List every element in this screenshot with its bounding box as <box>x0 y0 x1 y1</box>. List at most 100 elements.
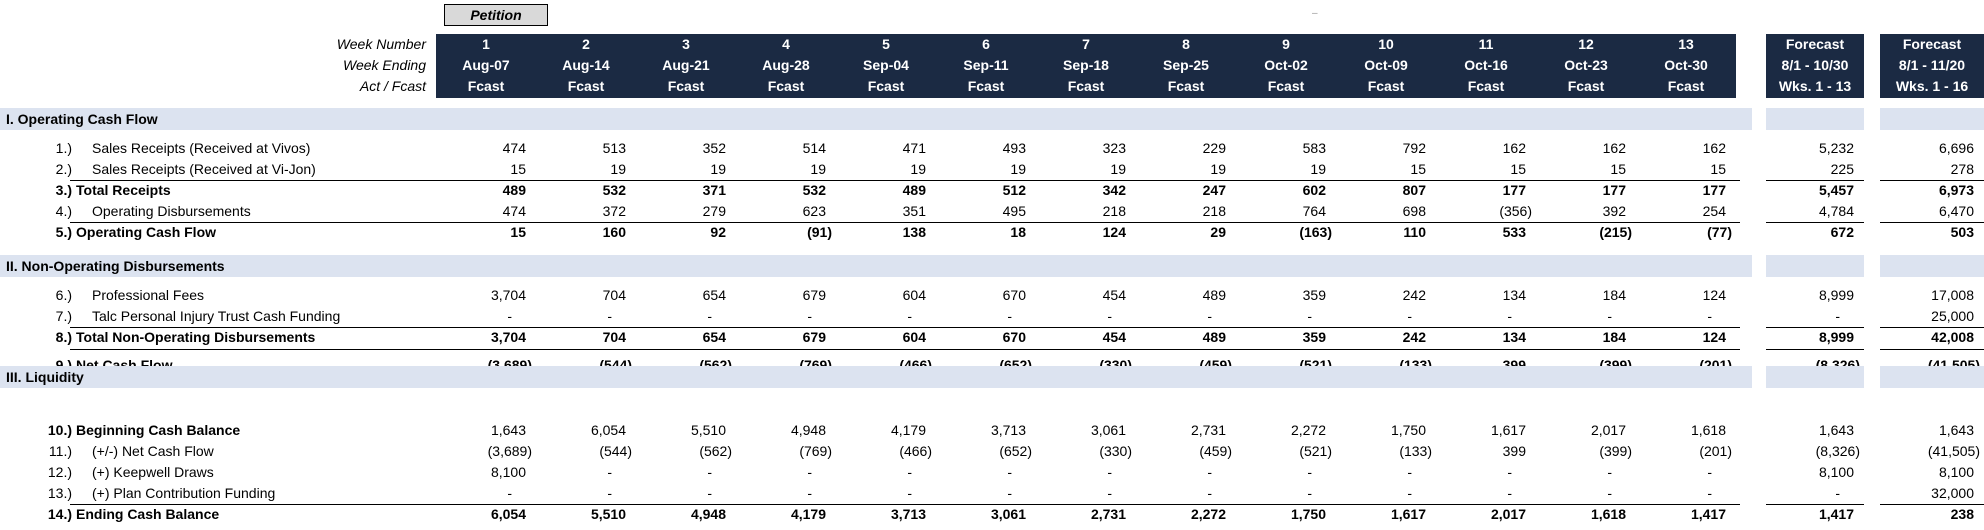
forecast-a-value: 4,784 <box>1818 203 1854 219</box>
week-value: - <box>1307 485 1312 501</box>
week-value: 2,017 <box>1590 422 1626 438</box>
header-label-2: Act / Fcast <box>359 78 426 94</box>
section-band <box>0 255 1752 277</box>
week-value: 19 <box>710 161 726 177</box>
week-value: - <box>1107 464 1112 480</box>
week-value: 532 <box>602 182 626 198</box>
row-number: 4.) <box>55 203 72 219</box>
section-band <box>0 108 1752 130</box>
forecast-b-value: (41,505) <box>1927 443 1980 459</box>
week-value: 160 <box>602 224 626 240</box>
week-value: 15 <box>1610 161 1626 177</box>
week-value: - <box>807 464 812 480</box>
week-type: Fcast <box>867 78 905 94</box>
week-value: 602 <box>1302 182 1326 198</box>
week-value: 4,948 <box>690 506 726 522</box>
header-band-weeks <box>436 34 1736 98</box>
forecast-a-value: 5,232 <box>1818 140 1854 156</box>
row-label: Total Receipts <box>76 182 171 198</box>
total-rule-forecast-a <box>1766 327 1864 328</box>
week-value: (521) <box>1299 443 1332 459</box>
week-number: 7 <box>1082 36 1090 52</box>
week-value: 3,061 <box>990 506 1026 522</box>
week-value: 489 <box>1202 329 1226 345</box>
week-value: 3,704 <box>490 329 526 345</box>
row-label: Sales Receipts (Received at Vi-Jon) <box>92 161 316 177</box>
week-value: 493 <box>1002 140 1026 156</box>
week-value: - <box>707 308 712 324</box>
week-value: 229 <box>1202 140 1226 156</box>
week-value: (466) <box>899 443 932 459</box>
week-value: - <box>1407 308 1412 324</box>
week-value: 532 <box>802 182 826 198</box>
week-type: Fcast <box>1667 78 1705 94</box>
week-value: 454 <box>1102 287 1126 303</box>
week-value: 15 <box>1410 161 1426 177</box>
week-value: 184 <box>1602 329 1626 345</box>
week-type: Fcast <box>1167 78 1205 94</box>
row-label: Ending Cash Balance <box>76 506 220 522</box>
week-value: 474 <box>502 203 526 219</box>
forecast-a-header: Forecast <box>1785 36 1845 52</box>
week-ending: Aug-28 <box>762 57 810 73</box>
week-value: 29 <box>1210 224 1226 240</box>
week-value: 604 <box>902 287 926 303</box>
week-value: - <box>1507 464 1512 480</box>
week-value: 242 <box>1402 329 1426 345</box>
week-value: - <box>1307 308 1312 324</box>
week-value: 533 <box>1502 224 1526 240</box>
row-number: 1.) <box>55 140 72 156</box>
row-label: Operating Disbursements <box>92 203 251 219</box>
week-number: 10 <box>1378 36 1394 52</box>
row-label: (+) Plan Contribution Funding <box>92 485 276 501</box>
week-value: 1,618 <box>1690 422 1726 438</box>
week-ending: Aug-14 <box>562 57 610 73</box>
week-value: 512 <box>1002 182 1026 198</box>
week-value: 471 <box>902 140 926 156</box>
row-label: Total Non-Operating Disbursements <box>76 329 316 345</box>
week-value: (77) <box>1707 224 1732 240</box>
week-value: 110 <box>1403 224 1426 240</box>
week-value: 218 <box>1102 203 1126 219</box>
section-band <box>0 366 1752 388</box>
week-value: 792 <box>1402 140 1426 156</box>
forecast-a-value: - <box>1835 308 1840 324</box>
week-value: - <box>1507 485 1512 501</box>
week-type: Fcast <box>1267 78 1305 94</box>
total-rule-forecast-b <box>1880 222 1984 223</box>
week-value: - <box>807 485 812 501</box>
header-label-1: Week Ending <box>342 57 426 73</box>
week-value: 218 <box>1202 203 1226 219</box>
total-rule <box>70 180 1740 181</box>
row-label: Beginning Cash Balance <box>76 422 241 438</box>
forecast-a-value: 8,100 <box>1818 464 1854 480</box>
week-value: 654 <box>702 329 726 345</box>
week-value: 184 <box>1602 287 1626 303</box>
row-number: 8.) <box>55 329 72 345</box>
forecast-b-value: 8,100 <box>1938 464 1974 480</box>
week-value: 19 <box>1310 161 1326 177</box>
week-value: 399 <box>1502 443 1526 459</box>
week-value: 670 <box>1002 329 1026 345</box>
week-value: - <box>607 464 612 480</box>
week-value: 247 <box>1202 182 1226 198</box>
section-band-forecast-a <box>1766 255 1864 277</box>
week-value: 704 <box>602 287 626 303</box>
week-ending: Sep-18 <box>1063 57 1109 73</box>
week-value: 4,948 <box>790 422 826 438</box>
week-value: - <box>907 308 912 324</box>
row-number: 13.) <box>47 485 72 501</box>
row-label: (+) Keepwell Draws <box>92 464 214 480</box>
forecast-b-header: Wks. 1 - 16 <box>1895 78 1969 94</box>
week-value: 807 <box>1402 182 1426 198</box>
week-value: (91) <box>807 224 832 240</box>
week-value: 359 <box>1302 287 1326 303</box>
week-value: 134 <box>1502 287 1526 303</box>
week-value: 177 <box>1602 182 1626 198</box>
week-value: 6,054 <box>590 422 626 438</box>
forecast-b-header: Forecast <box>1902 36 1962 52</box>
petition-label: Petition <box>444 4 548 26</box>
row-number: 11.) <box>48 443 72 459</box>
week-value: - <box>707 485 712 501</box>
week-type: Fcast <box>667 78 705 94</box>
